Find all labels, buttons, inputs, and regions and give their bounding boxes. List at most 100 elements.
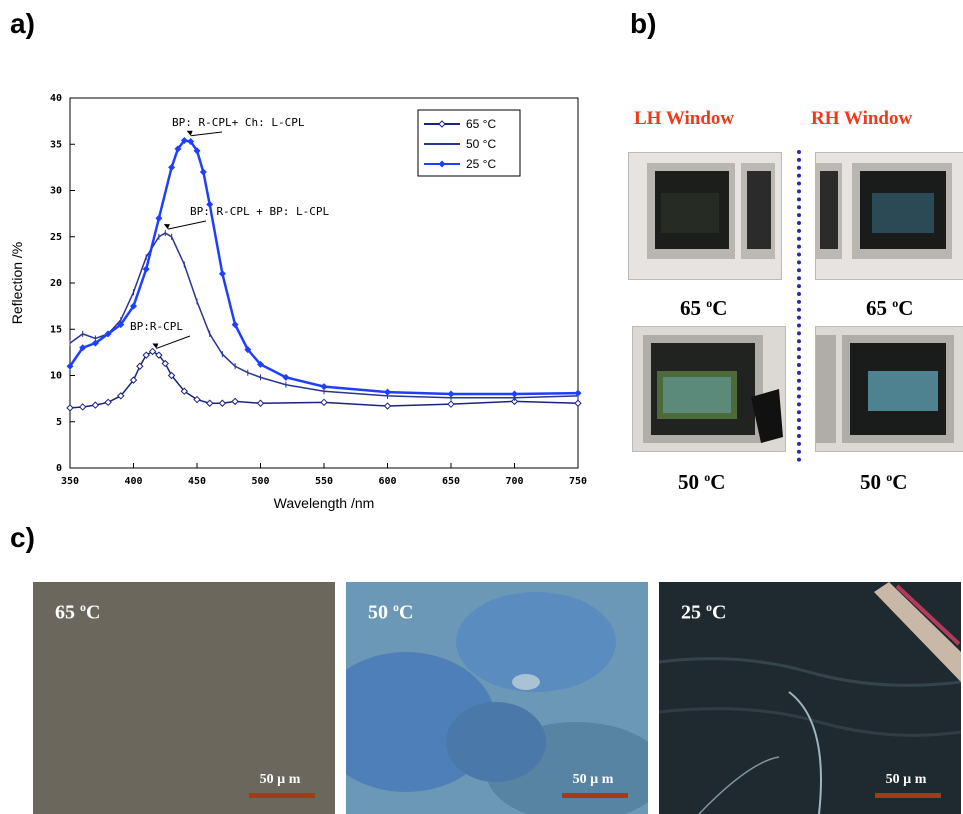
y-tick-label: 5 (56, 417, 62, 428)
micrograph-25: 25 oC 50 µ m (659, 582, 961, 814)
lh-window-photo-65 (628, 152, 782, 280)
x-tick-label: 700 (505, 476, 523, 487)
series-point (574, 399, 582, 407)
micrograph-50-scale-bar (562, 793, 628, 798)
rh-temp-label-50: 50 oC (860, 470, 908, 494)
series-point (66, 404, 74, 412)
series-point (78, 403, 87, 411)
x-tick-label: 500 (251, 476, 269, 487)
series-point (511, 390, 518, 398)
series-point (91, 339, 99, 347)
series-point (193, 147, 201, 155)
x-tick-label: 600 (378, 476, 396, 487)
series-point (447, 390, 455, 398)
series-point (231, 321, 239, 329)
series-point (104, 398, 112, 407)
series-point (136, 362, 144, 370)
series-point (142, 351, 150, 359)
series-point (187, 137, 195, 145)
micrograph-25-scale-bar (875, 793, 941, 798)
y-tick-label: 30 (50, 186, 62, 197)
series-point (161, 359, 169, 368)
y-tick-label: 25 (50, 232, 62, 243)
y-tick-label: 15 (50, 324, 62, 335)
y-tick-label: 35 (50, 139, 62, 150)
rh-window-title: RH Window (811, 108, 913, 129)
x-tick-label: 400 (124, 476, 142, 487)
series-point (257, 360, 264, 368)
x-tick-label: 750 (569, 476, 587, 487)
lh-window-photo-50 (632, 326, 786, 452)
legend-marker-0 (438, 120, 446, 128)
series-point (193, 395, 201, 404)
annotation-label-2: BP:R-CPL (130, 320, 183, 333)
y-tick-label: 10 (50, 371, 62, 382)
series-point (155, 214, 163, 222)
annotation-label-0: BP: R-CPL+ Ch: L-CPL (172, 116, 305, 129)
micrograph-25-image (659, 582, 961, 814)
series-point (104, 330, 112, 338)
series-point (231, 397, 239, 406)
annotation-arrowhead-1 (163, 224, 170, 230)
legend-label-0: 65 °C (466, 117, 496, 131)
panel-label-c: c) (10, 522, 35, 553)
y-tick-label: 0 (56, 463, 62, 474)
series-point (384, 388, 391, 396)
y-tick-label: 20 (50, 278, 62, 289)
micrograph-25-scale-text: 50 µ m (885, 772, 927, 787)
micrograph-25-label: 25 oC (681, 600, 727, 624)
micrograph-65-scale-bar (249, 793, 315, 798)
series-point (218, 399, 227, 407)
x-tick-label: 350 (61, 476, 79, 487)
series-point (91, 401, 100, 409)
series-point (199, 168, 207, 176)
series-point (148, 347, 157, 356)
series-point (79, 344, 87, 352)
series-point (510, 397, 519, 406)
series-point (66, 362, 74, 370)
window-divider (797, 150, 801, 462)
micrograph-65: 65 oC 50 µ m (33, 582, 335, 814)
series-point (320, 398, 328, 407)
y-axis-label: Reflection /% (9, 242, 25, 324)
series-point (574, 389, 582, 397)
series-point (155, 351, 163, 359)
series-point (256, 399, 265, 407)
annotation-label-1: BP: R-CPL + BP: L-CPL (190, 205, 329, 218)
series-point (383, 402, 392, 410)
micrograph-50-image (346, 582, 648, 814)
micrograph-50: 50 oC 50 µ m (346, 582, 648, 814)
series-point (447, 400, 455, 408)
micrograph-50-label: 50 oC (368, 600, 414, 624)
x-axis-label: Wavelength /nm (274, 495, 375, 511)
panel-label-a: a) (10, 8, 35, 39)
annotation-arrow-0 (190, 131, 223, 137)
series-point (206, 200, 214, 208)
series-point (282, 373, 290, 381)
annotation-arrowhead-2 (152, 343, 159, 349)
series-point (167, 371, 176, 380)
rh-window-photo-50 (815, 326, 963, 452)
legend-label-1: 50 °C (466, 137, 496, 151)
x-tick-label: 450 (188, 476, 206, 487)
lh-window-title: LH Window (634, 108, 735, 129)
micrograph-65-image (33, 582, 335, 814)
y-tick-label: 40 (50, 93, 62, 104)
reflection-chart: 350 400 450 500 550 600 650 700 750 0 5 10 15 20 25 30 3… (9, 93, 587, 511)
series-point (117, 392, 125, 400)
x-tick-label: 650 (442, 476, 460, 487)
series-point (244, 346, 252, 354)
series-point (174, 145, 182, 153)
micrograph-65-scale-text: 50 µ m (259, 772, 301, 787)
annotation-arrowhead-0 (186, 130, 193, 136)
micrograph-50-scale-text: 50 µ m (572, 772, 614, 787)
legend-label-2: 25 °C (466, 157, 496, 171)
rh-window-photo-65 (815, 152, 963, 280)
series-point (142, 265, 150, 273)
series-point (180, 137, 188, 145)
series-point (180, 387, 189, 395)
series-point (130, 302, 137, 310)
x-tick-label: 550 (315, 476, 333, 487)
rh-temp-label-65: 65 oC (866, 296, 914, 320)
annotation-arrow-2 (156, 335, 191, 349)
